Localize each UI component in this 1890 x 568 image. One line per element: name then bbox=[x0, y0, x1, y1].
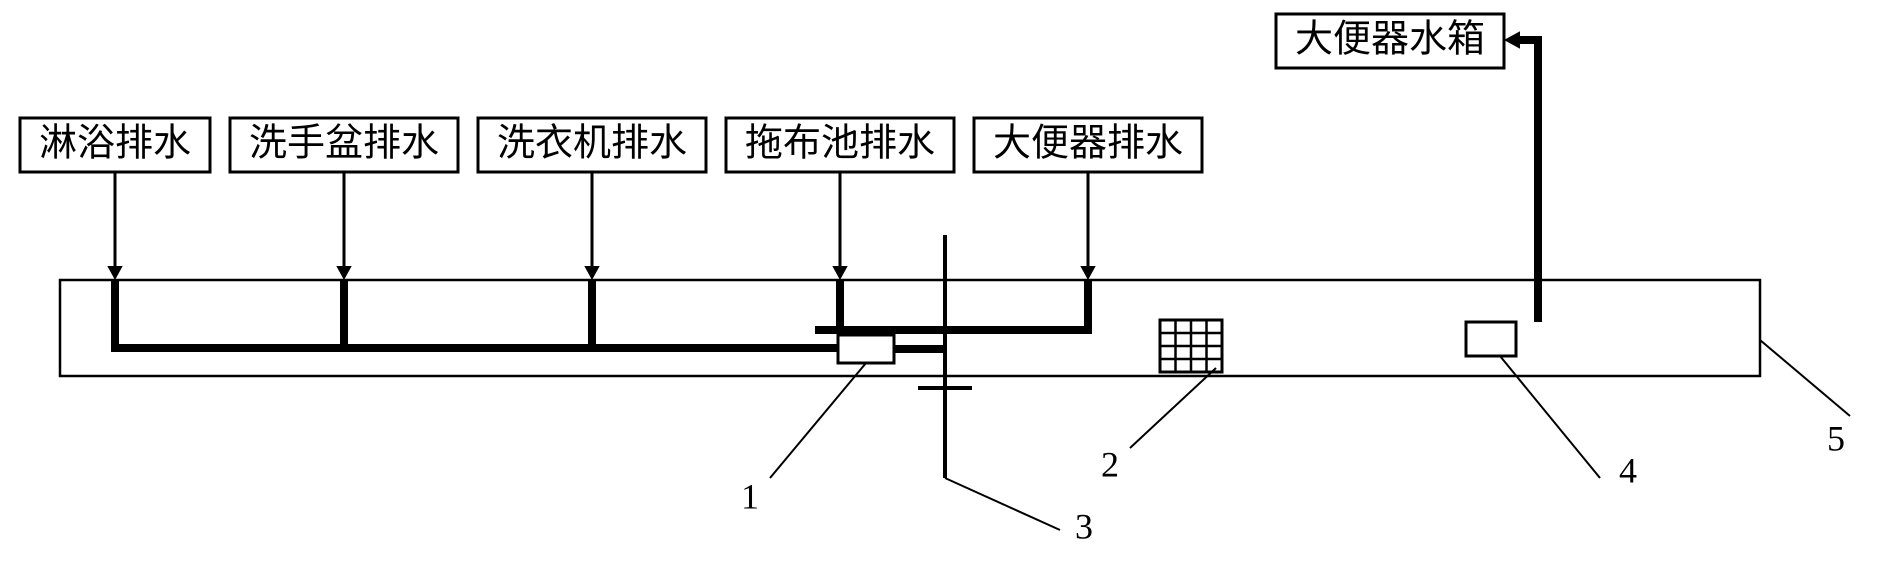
callout-leader-5 bbox=[1760, 340, 1850, 416]
callout-leader-2 bbox=[1130, 368, 1216, 448]
callout-num-2: 2 bbox=[1101, 444, 1119, 484]
pump-body bbox=[1466, 322, 1516, 356]
callout-num-1: 1 bbox=[741, 476, 759, 516]
source-label-shower: 淋浴排水 bbox=[39, 123, 191, 165]
callout-leader-4 bbox=[1500, 356, 1600, 478]
valve-box bbox=[838, 335, 894, 363]
callout-num-5: 5 bbox=[1827, 418, 1845, 458]
callout-num-4: 4 bbox=[1619, 450, 1637, 490]
tank-label: 大便器水箱 bbox=[1295, 19, 1485, 61]
callout-num-3: 3 bbox=[1075, 506, 1093, 546]
source-label-toilet: 大便器排水 bbox=[993, 123, 1183, 165]
source-label-washer: 洗衣机排水 bbox=[497, 123, 687, 165]
callout-leader-3 bbox=[945, 478, 1060, 530]
callout-leader-1 bbox=[770, 363, 866, 478]
source-label-basin: 洗手盆排水 bbox=[249, 123, 439, 165]
source-label-mop: 拖布池排水 bbox=[745, 123, 935, 165]
